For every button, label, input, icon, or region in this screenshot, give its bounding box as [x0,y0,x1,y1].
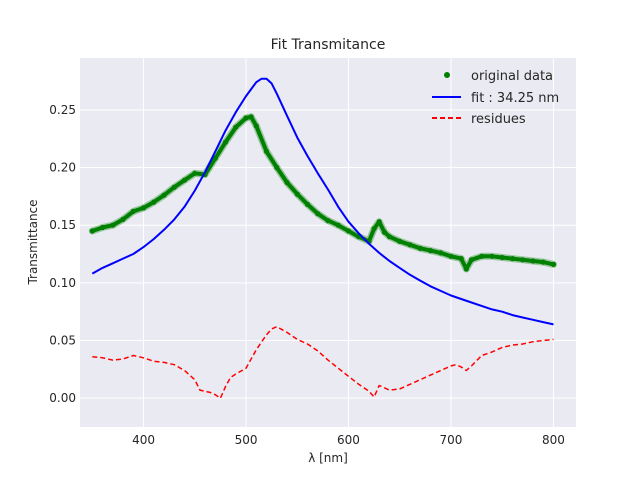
y-tick-label: 0.00 [49,391,76,405]
data-point [458,256,464,262]
data-point [381,229,387,235]
data-point [530,258,536,264]
series-line-fit-34-25-nm [91,77,554,326]
data-point [110,222,116,228]
legend-label-fit: fit : 34.25 nm [471,91,559,106]
data-point [417,245,423,251]
x-tick-label: 800 [542,433,565,447]
legend-label-original-data: original data [471,69,553,84]
chart-title: Fit Transmitance [271,37,386,53]
y-tick-label: 0.10 [49,276,76,290]
data-point [427,248,434,254]
data-point [263,148,270,154]
y-tick-label: 0.25 [49,103,76,117]
data-point [463,266,469,272]
tick-labels: 400 500 600 700 800 0.00 0.05 0.10 0.15 0.20 0.25 [49,103,565,447]
data-point [243,115,249,121]
data-point [151,199,157,205]
data-point [386,234,393,240]
data-point [192,170,198,176]
data-point [304,201,311,207]
data-point [335,222,341,228]
data-point [89,228,95,234]
data-point [489,253,495,259]
data-point [325,218,331,224]
x-tick-label: 500 [235,433,258,447]
data-point [294,191,300,197]
data-point [540,259,546,265]
plot-area [80,58,576,427]
data-point [371,226,377,232]
y-tick-label: 0.15 [49,218,76,232]
data-point [345,228,352,234]
data-point [448,253,454,259]
x-tick-label: 600 [337,433,360,447]
data-point [438,250,444,256]
data-point [274,164,280,171]
data-point [222,139,229,145]
data-point [181,177,188,183]
data-point [376,219,382,225]
data-point [509,256,516,262]
y-tick-label: 0.20 [49,161,76,175]
data-point [253,123,259,129]
series-line-residues [92,325,554,399]
data-point [284,179,290,186]
legend-label-residues: residues [471,112,526,127]
data-point [479,253,485,259]
legend-marker-original-data [444,72,450,78]
data-point [99,224,106,231]
data-point [233,124,239,130]
x-tick-label: 700 [440,433,463,447]
data-point [315,211,321,217]
data-point [171,184,177,190]
legend: original data fit : 34.25 nm residues [432,69,559,127]
data-point [120,216,126,222]
data-point [130,208,136,214]
data-point [212,155,218,161]
series-layer [88,77,557,399]
y-axis-label: Transmittance [26,199,40,285]
data-point [397,238,403,244]
data-point [468,257,475,263]
data-point [520,257,526,263]
data-point [140,205,147,211]
y-tick-label: 0.05 [49,334,76,348]
data-point [161,192,167,198]
grid-lines [80,58,576,427]
data-point [550,261,557,267]
data-point [407,242,413,248]
x-tick-label: 400 [132,433,155,447]
data-point [499,254,505,261]
x-axis-label: λ [nm] [308,451,348,465]
data-point [248,114,254,120]
